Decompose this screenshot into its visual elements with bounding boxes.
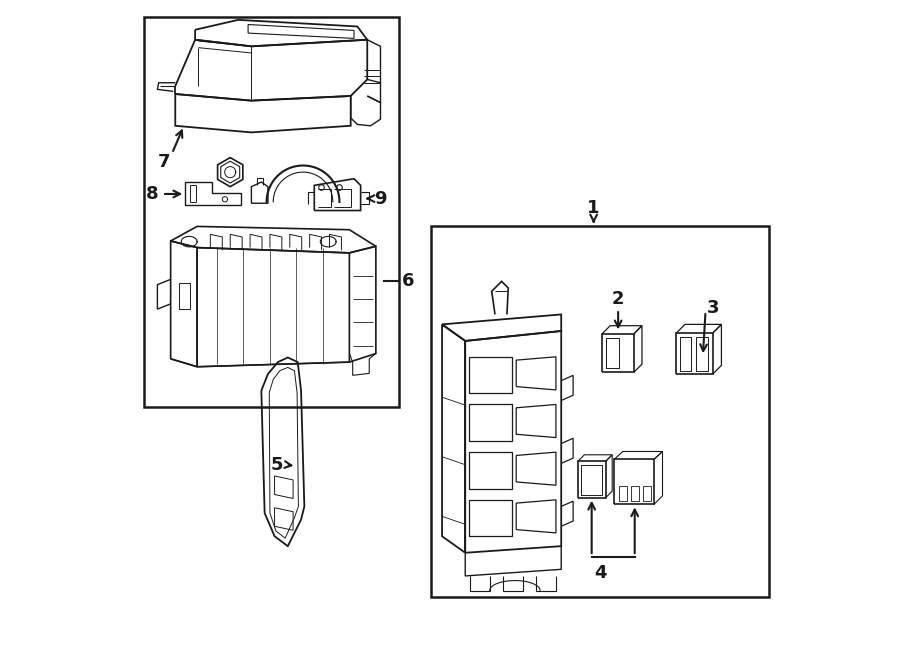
- Text: 9: 9: [374, 189, 386, 208]
- Text: 5: 5: [271, 455, 284, 474]
- Text: 3: 3: [706, 299, 719, 317]
- Text: 8: 8: [146, 185, 158, 203]
- Text: 1: 1: [588, 199, 600, 217]
- Bar: [144, 17, 399, 407]
- Text: 7: 7: [158, 153, 170, 171]
- Text: 6: 6: [402, 272, 415, 291]
- Text: 2: 2: [612, 290, 625, 308]
- Bar: [431, 226, 770, 597]
- Text: 4: 4: [595, 564, 608, 582]
